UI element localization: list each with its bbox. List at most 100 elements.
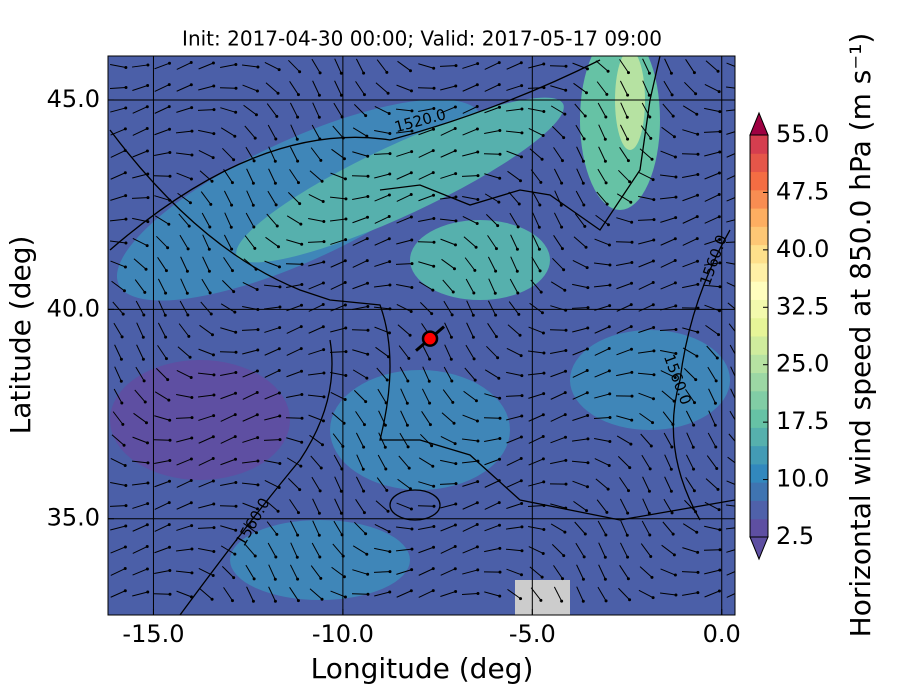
arrow-head bbox=[497, 501, 501, 505]
arrow-head bbox=[452, 421, 456, 425]
arrow-head bbox=[630, 370, 634, 374]
arrow-head bbox=[276, 509, 280, 513]
arrow-head bbox=[387, 215, 391, 219]
wind-arrow bbox=[286, 283, 302, 289]
arrow-head bbox=[454, 462, 458, 466]
wind-arrow bbox=[198, 436, 214, 444]
arrow-head bbox=[145, 567, 149, 571]
wind-arrow bbox=[110, 107, 126, 113]
wind-arrow bbox=[637, 219, 655, 221]
wind-arrow bbox=[528, 436, 544, 444]
arrow-head bbox=[256, 348, 260, 352]
wind-arrow bbox=[642, 80, 650, 96]
arrow-head bbox=[740, 589, 743, 592]
wind-arrow bbox=[684, 499, 696, 513]
wind-arrow bbox=[113, 322, 123, 338]
wind-arrow bbox=[286, 370, 302, 378]
wind-arrow bbox=[154, 569, 170, 575]
arrow-head bbox=[718, 528, 722, 532]
wind-arrow bbox=[486, 345, 498, 359]
arrow-head bbox=[581, 599, 585, 603]
wind-arrow bbox=[220, 525, 236, 531]
arrow-head bbox=[695, 215, 699, 219]
arrow-head bbox=[672, 135, 676, 139]
wind-arrow bbox=[242, 414, 258, 422]
wind-arrow bbox=[598, 564, 606, 580]
wind-arrow bbox=[179, 234, 189, 250]
arrow-head bbox=[189, 61, 193, 65]
arrow-head bbox=[696, 152, 700, 156]
wind-arrow bbox=[662, 411, 674, 425]
arrow-head bbox=[539, 290, 543, 294]
arrow-head bbox=[629, 347, 633, 351]
wind-arrow bbox=[576, 586, 584, 602]
wind-arrow bbox=[550, 85, 566, 91]
wind-arrow bbox=[264, 348, 280, 356]
arrow-head bbox=[584, 245, 588, 249]
arrow-head bbox=[300, 303, 304, 307]
wind-arrow bbox=[378, 432, 386, 448]
arrow-head bbox=[276, 91, 280, 95]
wind-arrow bbox=[506, 415, 522, 421]
wind-arrow bbox=[198, 415, 214, 421]
arrow-head bbox=[208, 225, 212, 229]
wind-arrow bbox=[440, 128, 456, 136]
arrow-head bbox=[168, 592, 172, 596]
arrow-head bbox=[275, 532, 279, 536]
arrow-head bbox=[164, 357, 168, 361]
wind-arrow bbox=[440, 591, 456, 597]
wind-arrow bbox=[356, 454, 364, 470]
wind-arrow bbox=[440, 503, 456, 509]
arrow-head bbox=[385, 378, 389, 382]
wind-arrow bbox=[682, 523, 698, 533]
wind-arrow bbox=[131, 197, 149, 199]
arrow-head bbox=[164, 335, 168, 339]
arrow-head bbox=[277, 486, 281, 490]
wind-arrow bbox=[550, 105, 566, 115]
arrow-head bbox=[453, 523, 457, 527]
arrow-head bbox=[652, 198, 656, 202]
arrow-head bbox=[255, 507, 259, 511]
arrow-head bbox=[234, 528, 238, 532]
wind-arrow bbox=[640, 543, 652, 557]
arrow-head bbox=[652, 373, 656, 377]
wind-arrow bbox=[396, 172, 412, 180]
arrow-head bbox=[366, 174, 370, 178]
arrow-head bbox=[670, 93, 674, 97]
wind-arrow bbox=[311, 542, 321, 558]
arrow-head bbox=[387, 237, 391, 241]
arrow-head bbox=[432, 106, 436, 110]
wind-arrow bbox=[310, 455, 322, 469]
arrow-head bbox=[647, 71, 651, 75]
arrow-head bbox=[409, 215, 413, 219]
arrow-head bbox=[319, 158, 323, 162]
wind-arrow bbox=[419, 301, 433, 315]
arrow-head bbox=[432, 216, 436, 220]
arrow-head bbox=[256, 436, 260, 440]
wind-arrow bbox=[265, 236, 279, 248]
wind-arrow bbox=[376, 367, 388, 381]
arrow-head bbox=[740, 506, 743, 509]
wind-arrow bbox=[705, 324, 719, 336]
arrow-head bbox=[628, 180, 632, 184]
arrow-head bbox=[604, 115, 608, 119]
arrow-head bbox=[189, 595, 193, 599]
wind-arrow bbox=[268, 564, 276, 580]
arrow-head bbox=[409, 89, 413, 93]
wind-arrow bbox=[703, 549, 721, 551]
arrow-head bbox=[518, 179, 522, 183]
arrow-head bbox=[189, 479, 193, 483]
arrow-head bbox=[449, 335, 453, 339]
arrow-head bbox=[715, 356, 719, 360]
arrow-head bbox=[252, 159, 256, 163]
arrow-head bbox=[256, 483, 260, 487]
wind-arrow bbox=[484, 547, 500, 553]
wind-arrow bbox=[550, 503, 566, 509]
arrow-head bbox=[300, 392, 304, 396]
arrow-head bbox=[142, 379, 146, 383]
wind-arrow bbox=[550, 281, 566, 291]
arrow-head bbox=[321, 325, 325, 329]
arrow-head bbox=[431, 464, 435, 468]
wind-arrow bbox=[616, 282, 632, 290]
arrow-head bbox=[541, 551, 545, 555]
